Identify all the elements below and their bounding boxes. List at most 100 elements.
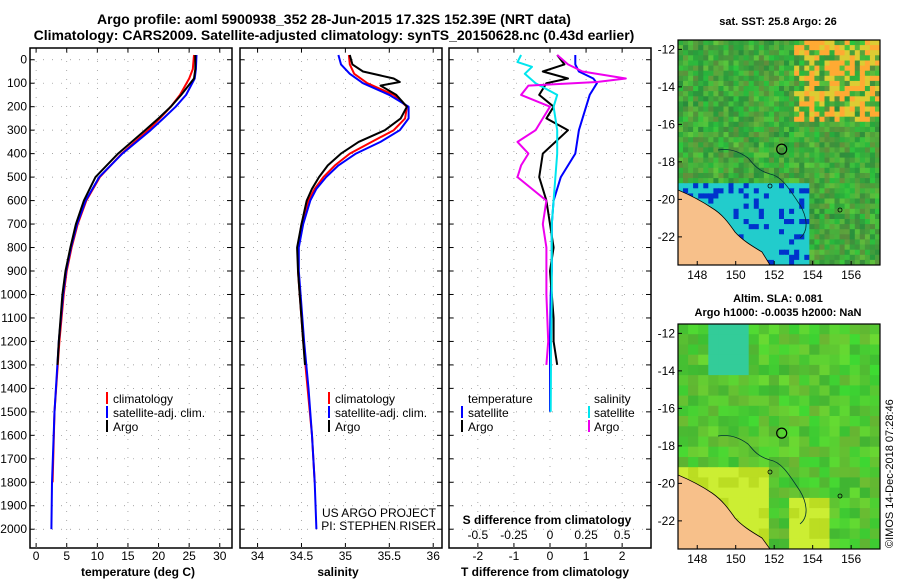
heatmap-cell <box>789 116 795 123</box>
heatmap-cell <box>774 244 780 251</box>
heatmap-cell <box>875 193 880 200</box>
heatmap-cell <box>839 457 851 468</box>
heatmap-cell <box>875 65 880 72</box>
heatmap-cell <box>794 198 800 205</box>
x-tick-label: 30 <box>213 549 227 563</box>
heatmap-cell <box>844 183 851 189</box>
heatmap-cell <box>758 157 765 164</box>
heatmap-cell <box>799 234 805 240</box>
heatmap-cell <box>768 126 775 133</box>
heatmap-cell <box>678 375 689 386</box>
heatmap-cell <box>758 385 770 397</box>
heatmap-cell <box>859 364 871 376</box>
heatmap-cell <box>864 239 871 246</box>
heatmap-cell <box>774 219 780 225</box>
heatmap-cell <box>789 528 800 540</box>
sla-coastline <box>678 435 843 549</box>
heatmap-cell <box>763 152 770 159</box>
heatmap-cell <box>859 344 871 356</box>
heatmap-cell <box>849 354 861 366</box>
depth-tick-label: 1100 <box>1 311 27 325</box>
heatmap-cell <box>708 457 719 468</box>
heatmap-cell <box>758 137 765 143</box>
heatmap-cell <box>814 96 820 102</box>
heatmap-cell <box>849 178 856 184</box>
heatmap-cell <box>804 70 810 77</box>
heatmap-cell <box>849 116 856 123</box>
heatmap-cell <box>799 60 805 67</box>
heatmap-cell <box>733 91 740 97</box>
heatmap-cell <box>809 244 815 251</box>
sst-lon-ticks: 148 150 152 154 156 <box>687 261 861 282</box>
heatmap-cell <box>703 80 709 87</box>
heatmap-cell <box>869 249 876 256</box>
heatmap-cell <box>738 193 745 200</box>
heatmap-cell <box>814 173 820 179</box>
heatmap-cell <box>784 121 790 128</box>
heatmap-cell <box>768 167 775 174</box>
heatmap-cell <box>728 426 740 438</box>
heatmap-cell <box>683 126 689 133</box>
heatmap-cell <box>708 446 719 458</box>
heatmap-cell <box>688 173 694 179</box>
heatmap-cell <box>824 91 831 97</box>
heatmap-cell <box>763 45 770 51</box>
heatmap-cell <box>768 224 775 230</box>
heatmap-cell <box>708 162 714 169</box>
series-line-argo <box>56 55 197 365</box>
heatmap-cell <box>748 426 760 438</box>
heatmap-cell <box>678 80 684 87</box>
heatmap-cell <box>768 213 775 220</box>
heatmap-cell <box>748 157 755 164</box>
heatmap-cell <box>774 234 780 240</box>
heatmap-cell <box>844 132 851 138</box>
heatmap-cell <box>758 426 770 438</box>
heatmap-cell <box>804 259 810 265</box>
heatmap-cell <box>683 45 689 51</box>
heatmap-cell <box>869 234 876 240</box>
depth-tick-label: 300 <box>7 123 27 137</box>
heatmap-cell <box>708 385 719 397</box>
heatmap-cell <box>804 234 810 240</box>
heatmap-cell <box>779 188 785 194</box>
heatmap-cell <box>789 254 795 261</box>
heatmap-cell <box>693 111 699 118</box>
heatmap-cell <box>698 467 709 478</box>
heatmap-cell <box>814 147 820 154</box>
heatmap-cell <box>779 162 785 169</box>
heatmap-cell <box>683 167 689 174</box>
heatmap-cell <box>708 75 714 82</box>
heatmap-cell <box>784 162 790 169</box>
heatmap-cell <box>869 229 876 235</box>
heatmap-cell <box>834 101 841 108</box>
heatmap-cell <box>738 219 745 225</box>
heatmap-cell <box>723 147 730 154</box>
heatmap-cell <box>819 344 831 356</box>
heatmap-cell <box>794 259 800 265</box>
heatmap-cell <box>738 436 750 448</box>
heatmap-cell <box>693 50 699 56</box>
heatmap-cell <box>738 45 745 51</box>
heatmap-cell <box>875 254 880 261</box>
heatmap-cell <box>809 375 820 386</box>
heatmap-cell <box>698 147 704 154</box>
heatmap-cell <box>713 157 719 164</box>
heatmap-cell <box>869 188 876 194</box>
heatmap-cell <box>768 244 775 251</box>
heatmap-cell <box>718 50 724 56</box>
salinity-x-ticks: 34 34.5 35 35.5 36 <box>251 48 440 563</box>
heatmap-cell <box>753 70 760 77</box>
heatmap-cell <box>799 80 805 87</box>
heatmap-cell <box>799 111 805 118</box>
heatmap-cell <box>718 106 724 113</box>
heatmap-cell <box>819 405 831 417</box>
heatmap-cell <box>804 86 810 92</box>
heatmap-cell <box>774 121 780 128</box>
heatmap-cell <box>738 203 745 210</box>
heatmap-cell <box>728 167 735 174</box>
heatmap-cell <box>753 188 760 194</box>
heatmap-cell <box>718 75 724 82</box>
heatmap-cell <box>718 203 724 210</box>
heatmap-cell <box>748 45 755 51</box>
heatmap-cell <box>774 198 780 205</box>
